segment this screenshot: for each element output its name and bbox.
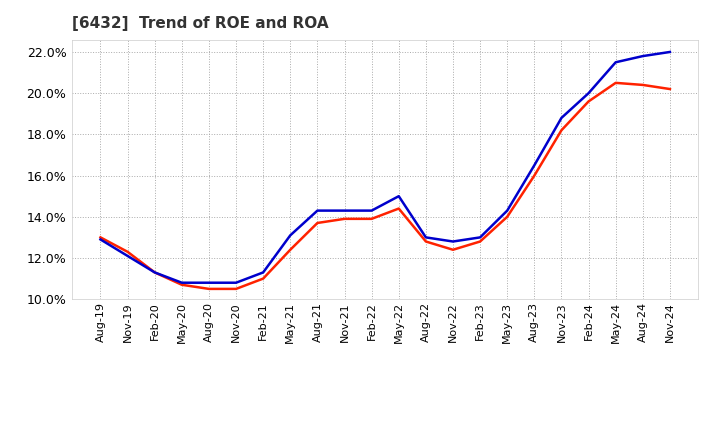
ROA [530,163,539,168]
ROA [367,208,376,213]
ROE [503,214,511,220]
ROE [421,239,430,244]
ROA [584,91,593,96]
ROE [259,276,268,281]
ROA [178,280,186,286]
ROE [557,128,566,133]
ROA [286,233,294,238]
ROE [367,216,376,221]
Line: ROA: ROA [101,52,670,283]
ROA [395,194,403,199]
ROE [341,216,349,221]
ROE [96,235,105,240]
ROA [557,115,566,121]
ROA [665,49,674,55]
ROE [286,247,294,253]
Text: [6432]  Trend of ROE and ROA: [6432] Trend of ROE and ROA [72,16,328,32]
ROA [503,208,511,213]
ROE [150,270,159,275]
ROE [204,286,213,292]
ROE [665,86,674,92]
ROA [123,253,132,259]
ROE [123,249,132,254]
ROE [232,286,240,292]
ROA [96,237,105,242]
ROE [584,99,593,104]
ROA [611,60,620,65]
ROA [639,53,647,59]
ROA [150,270,159,275]
ROE [395,206,403,211]
ROE [530,173,539,178]
ROA [232,280,240,286]
Line: ROE: ROE [101,83,670,289]
ROA [449,239,457,244]
ROE [639,82,647,88]
ROA [313,208,322,213]
ROA [421,235,430,240]
ROE [611,80,620,85]
ROE [476,239,485,244]
ROA [204,280,213,286]
ROA [341,208,349,213]
ROA [476,235,485,240]
ROE [449,247,457,253]
ROA [259,270,268,275]
ROE [313,220,322,226]
ROE [178,282,186,287]
